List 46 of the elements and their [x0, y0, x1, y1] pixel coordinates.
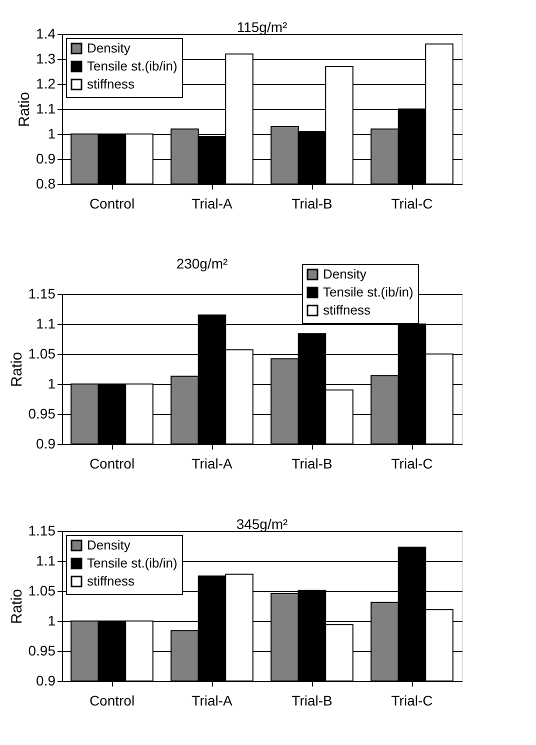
y-tick-label: 1.05 [28, 346, 56, 362]
x-tick-label: Trial-B [292, 456, 332, 472]
x-tick-label: Trial-A [192, 692, 234, 708]
chart-title: 345g/m² [236, 516, 288, 532]
y-tick-label: 1 [48, 126, 56, 142]
y-axis-title: Ratio [16, 92, 34, 128]
y-tick-label: 0.9 [36, 436, 56, 452]
legend-label: Tensile st.(ib/in) [87, 556, 178, 570]
y-tick-label: 0.95 [28, 642, 56, 658]
chart-title: 115g/m² [236, 19, 288, 35]
y-tick-label: 0.8 [36, 176, 56, 192]
legend-label: stiffness [323, 302, 371, 318]
legend-label: stiffness [87, 76, 135, 92]
x-tick-label: Trial-A [192, 196, 234, 212]
y-tick-label: 1.1 [36, 552, 56, 568]
y-tick-label: 0.9 [36, 150, 56, 166]
y-tick-label: 1.1 [36, 316, 56, 332]
y-tick-label: 1.3 [36, 50, 56, 66]
y-tick-label: 1 [48, 376, 56, 392]
x-tick-label: Trial-A [192, 456, 234, 472]
x-tick-label: Trial-C [391, 196, 433, 212]
x-tick-label: Trial-B [292, 196, 332, 212]
legend-label: Density [87, 40, 131, 56]
x-tick-label: Trial-C [391, 456, 433, 472]
y-tick-label: 1.4 [36, 26, 56, 42]
y-tick-label: 1 [48, 612, 56, 628]
legend-label: stiffness [87, 574, 135, 588]
legend-label: Density [87, 538, 131, 552]
legend-label: Tensile st.(ib/in) [87, 58, 178, 74]
x-tick-label: Trial-C [391, 692, 433, 708]
y-tick-label: 0.95 [28, 406, 56, 422]
y-axis-title: Ratio [8, 352, 26, 388]
y-tick-label: 1.1 [36, 100, 56, 116]
x-tick-label: Trial-B [292, 692, 332, 708]
legend-label: Tensile st.(ib/in) [323, 284, 414, 300]
x-tick-label: Control [89, 456, 135, 472]
x-tick-label: Control [89, 692, 135, 708]
y-tick-label: 1.2 [36, 76, 56, 92]
y-tick-label: 0.9 [36, 672, 56, 688]
y-axis-title: Ratio [8, 588, 26, 624]
y-tick-label: 1.15 [28, 286, 56, 302]
y-tick-label: 1.15 [28, 522, 56, 538]
legend-label: Density [323, 266, 367, 282]
y-tick-label: 1.05 [28, 582, 56, 598]
chart-title: 230g/m² [176, 256, 228, 272]
x-tick-label: Control [89, 196, 135, 212]
